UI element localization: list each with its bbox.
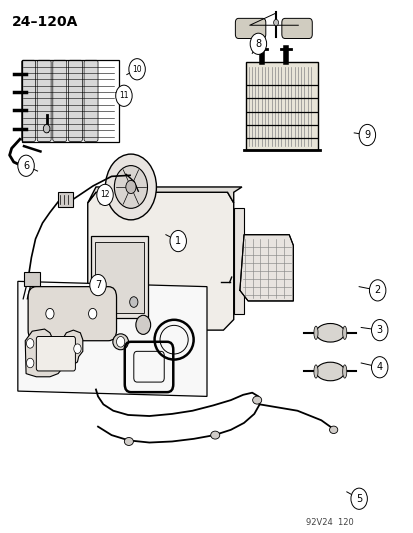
Polygon shape [18, 281, 206, 397]
Circle shape [46, 309, 54, 319]
Circle shape [249, 33, 266, 54]
Text: 6: 6 [23, 161, 29, 171]
Circle shape [90, 274, 106, 296]
Ellipse shape [252, 396, 261, 404]
Text: 8: 8 [255, 39, 261, 49]
FancyBboxPatch shape [36, 336, 75, 371]
FancyBboxPatch shape [95, 241, 144, 313]
Text: 7: 7 [95, 280, 101, 290]
Text: 24–120A: 24–120A [12, 14, 78, 29]
FancyBboxPatch shape [28, 287, 116, 341]
Circle shape [115, 85, 132, 107]
Circle shape [116, 336, 124, 347]
Circle shape [88, 309, 97, 319]
Circle shape [114, 166, 147, 208]
Circle shape [26, 358, 34, 368]
Ellipse shape [124, 438, 133, 446]
Text: 12: 12 [100, 190, 109, 199]
Ellipse shape [315, 324, 344, 342]
Text: 5: 5 [355, 494, 361, 504]
Circle shape [370, 357, 387, 378]
Text: 11: 11 [119, 91, 128, 100]
Circle shape [128, 59, 145, 80]
FancyBboxPatch shape [84, 60, 98, 141]
Circle shape [135, 316, 150, 334]
FancyBboxPatch shape [245, 62, 317, 150]
FancyBboxPatch shape [281, 18, 311, 38]
Circle shape [370, 319, 387, 341]
Circle shape [358, 124, 375, 146]
Circle shape [126, 180, 136, 193]
Text: 4: 4 [376, 362, 382, 372]
Ellipse shape [329, 426, 337, 433]
Ellipse shape [313, 365, 317, 378]
Text: 1: 1 [175, 236, 181, 246]
Polygon shape [88, 187, 241, 203]
Text: 9: 9 [363, 130, 370, 140]
Circle shape [105, 154, 156, 220]
FancyBboxPatch shape [21, 60, 36, 141]
Circle shape [97, 184, 113, 206]
Text: 2: 2 [374, 285, 380, 295]
FancyBboxPatch shape [233, 208, 243, 314]
Polygon shape [239, 235, 293, 301]
Polygon shape [88, 192, 233, 330]
Circle shape [74, 344, 81, 353]
Ellipse shape [210, 431, 219, 439]
Ellipse shape [113, 334, 128, 350]
Circle shape [129, 297, 138, 308]
Ellipse shape [342, 365, 346, 378]
Circle shape [350, 488, 366, 510]
FancyBboxPatch shape [24, 272, 40, 286]
FancyBboxPatch shape [37, 60, 51, 141]
Text: 3: 3 [376, 325, 382, 335]
Polygon shape [25, 329, 83, 377]
FancyBboxPatch shape [90, 236, 148, 318]
Circle shape [18, 155, 34, 176]
Circle shape [170, 230, 186, 252]
Ellipse shape [315, 362, 344, 381]
FancyBboxPatch shape [58, 192, 72, 207]
Text: 10: 10 [132, 64, 142, 74]
Ellipse shape [313, 326, 317, 340]
Circle shape [26, 338, 34, 348]
Text: 92V24  120: 92V24 120 [305, 519, 353, 527]
FancyBboxPatch shape [53, 60, 66, 141]
Circle shape [273, 19, 278, 26]
FancyBboxPatch shape [68, 60, 82, 141]
FancyBboxPatch shape [235, 18, 265, 38]
Ellipse shape [342, 326, 346, 340]
Circle shape [43, 124, 50, 133]
Circle shape [368, 280, 385, 301]
